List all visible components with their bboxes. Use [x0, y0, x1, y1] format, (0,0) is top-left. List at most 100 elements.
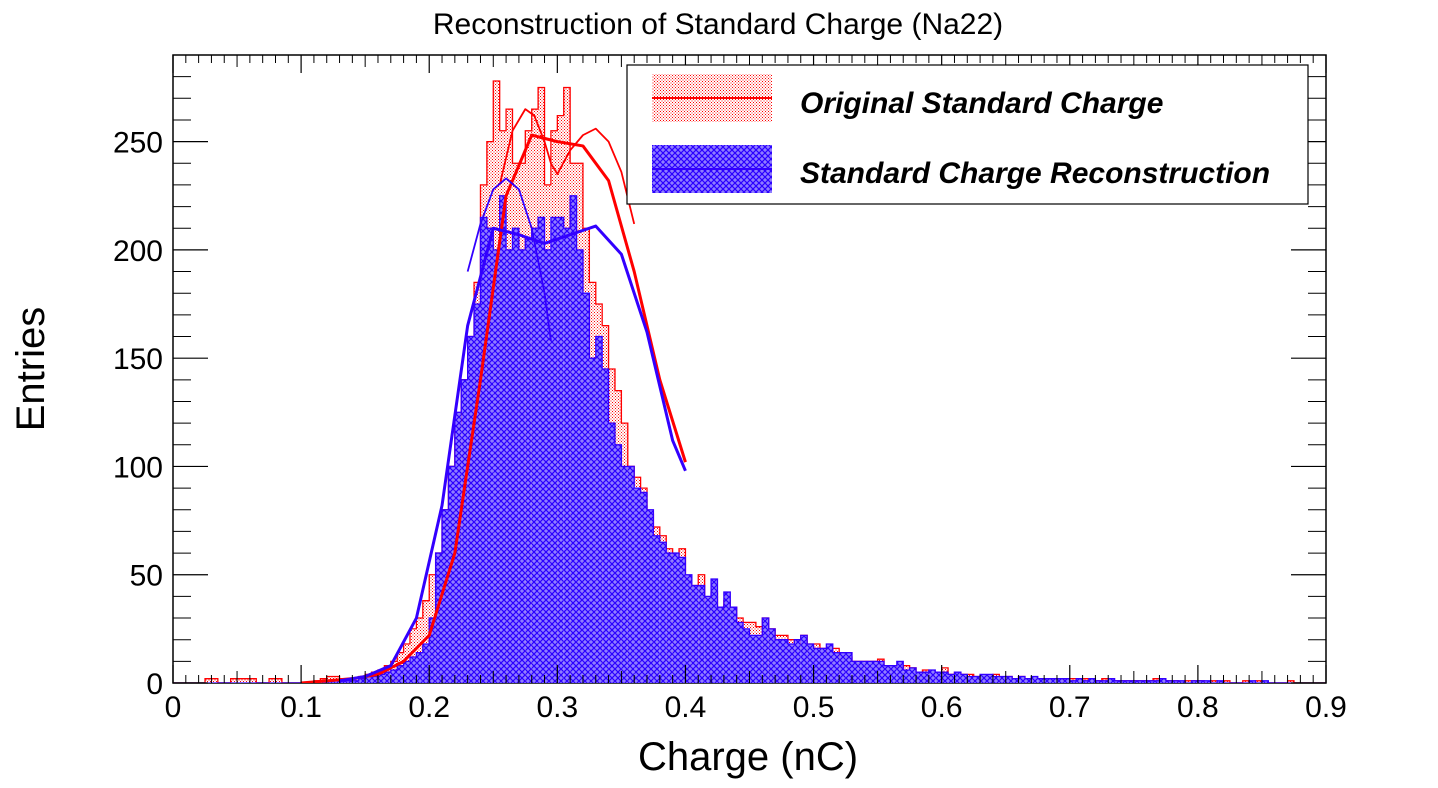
bar-reconstruction: [973, 676, 981, 683]
bar-reconstruction: [358, 678, 366, 683]
bar-reconstruction: [659, 542, 667, 683]
bar-reconstruction: [679, 557, 686, 683]
bar-reconstruction: [582, 293, 590, 683]
bar-reconstruction: [967, 676, 974, 683]
bar-reconstruction: [422, 644, 430, 683]
bar-reconstruction: [1249, 680, 1256, 683]
bar-reconstruction: [839, 652, 846, 683]
x-tick-label: 0: [165, 691, 182, 724]
bar-reconstruction: [800, 635, 808, 683]
bar-reconstruction: [531, 228, 539, 683]
bar-reconstruction: [416, 652, 423, 683]
bar-reconstruction: [736, 622, 744, 683]
bar-reconstruction: [864, 661, 872, 683]
bar-reconstruction: [345, 680, 353, 683]
bar-reconstruction: [653, 535, 660, 683]
bar-reconstruction: [1121, 680, 1128, 683]
bar-reconstruction: [807, 644, 814, 683]
bar-reconstruction: [986, 674, 993, 683]
bar-reconstruction: [1172, 680, 1179, 683]
bar-reconstruction: [1005, 676, 1013, 683]
bar-original: [416, 618, 423, 683]
bar-reconstruction: [365, 676, 372, 683]
bar-reconstruction: [781, 639, 788, 683]
bar-reconstruction: [941, 672, 949, 683]
bar-reconstruction: [518, 249, 526, 683]
bar-reconstruction: [339, 680, 346, 683]
bar-reconstruction: [1088, 678, 1096, 683]
x-tick-label: 0.3: [536, 691, 578, 724]
bar-reconstruction: [390, 670, 398, 683]
bar-reconstruction: [525, 239, 532, 683]
x-tick-label: 0.2: [408, 691, 450, 724]
bar-reconstruction: [685, 574, 692, 683]
bar-reconstruction: [403, 661, 411, 683]
bar-reconstruction: [749, 635, 756, 683]
bar-reconstruction: [698, 585, 705, 683]
bar-reconstruction: [826, 644, 833, 683]
x-axis-label: Charge (nC): [638, 735, 858, 779]
bar-reconstruction: [916, 672, 923, 683]
legend: Original Standard Charge Standard Charge…: [626, 64, 1309, 205]
bar-reconstruction: [1217, 680, 1224, 683]
bar-reconstruction: [563, 228, 571, 683]
bar-reconstruction: [595, 336, 603, 683]
y-tick-label: 0: [146, 668, 163, 701]
bar-reconstruction: [1159, 678, 1166, 683]
histogram-bars: [173, 80, 1326, 683]
bar-reconstruction: [768, 628, 776, 683]
bar-reconstruction: [627, 466, 635, 683]
bar-reconstruction: [1037, 678, 1045, 683]
y-axis-label: Entries: [9, 307, 53, 432]
bar-reconstruction: [884, 665, 891, 683]
bar-reconstruction: [1095, 680, 1102, 683]
bar-reconstruction: [474, 304, 481, 683]
bar-reconstruction: [762, 618, 769, 683]
bar-reconstruction: [1204, 680, 1211, 683]
bar-reconstruction: [1146, 680, 1154, 683]
bar-original: [410, 628, 417, 683]
bar-original: [1255, 680, 1262, 683]
bar-reconstruction: [589, 358, 596, 683]
bar-reconstruction: [819, 648, 827, 683]
bar-reconstruction: [871, 661, 878, 683]
bar-reconstruction: [666, 553, 673, 683]
bar-reconstruction: [538, 217, 545, 683]
bar-reconstruction: [960, 674, 968, 683]
bar-reconstruction: [512, 228, 519, 683]
bar-reconstruction: [775, 639, 782, 683]
bar-reconstruction: [992, 676, 1000, 683]
bar-reconstruction: [614, 444, 622, 683]
bar-reconstruction: [570, 195, 577, 683]
bar-reconstruction: [928, 670, 936, 683]
bar-reconstruction: [922, 672, 929, 683]
bar-reconstruction: [1012, 678, 1019, 683]
x-tick-label: 0.8: [1177, 691, 1219, 724]
x-tick-label: 0.5: [793, 691, 835, 724]
x-tick-label: 0.7: [1049, 691, 1091, 724]
bar-reconstruction: [935, 672, 942, 683]
bar-original: [422, 600, 430, 683]
y-tick-label: 250: [113, 127, 163, 160]
bar-reconstruction: [1063, 678, 1070, 683]
bar-reconstruction: [371, 676, 378, 683]
bar-original: [1223, 680, 1230, 683]
bar-reconstruction: [723, 592, 731, 683]
aux-curve-original: [498, 108, 636, 225]
bar-reconstruction: [1197, 680, 1205, 683]
bar-reconstruction: [1108, 678, 1115, 683]
bar-original: [1210, 680, 1218, 683]
bar-original: [1242, 680, 1250, 683]
bar-original: [243, 678, 250, 683]
bar-reconstruction: [1127, 680, 1134, 683]
bar-original: [269, 678, 276, 683]
bar-original: [249, 678, 257, 683]
bar-reconstruction: [550, 217, 558, 683]
bar-reconstruction: [743, 628, 750, 683]
bar-reconstruction: [1031, 676, 1038, 683]
bar-original: [211, 678, 218, 683]
legend-entry-original: Original Standard Charge: [800, 87, 1163, 120]
bar-reconstruction: [1082, 680, 1089, 683]
bar-reconstruction: [755, 635, 763, 683]
